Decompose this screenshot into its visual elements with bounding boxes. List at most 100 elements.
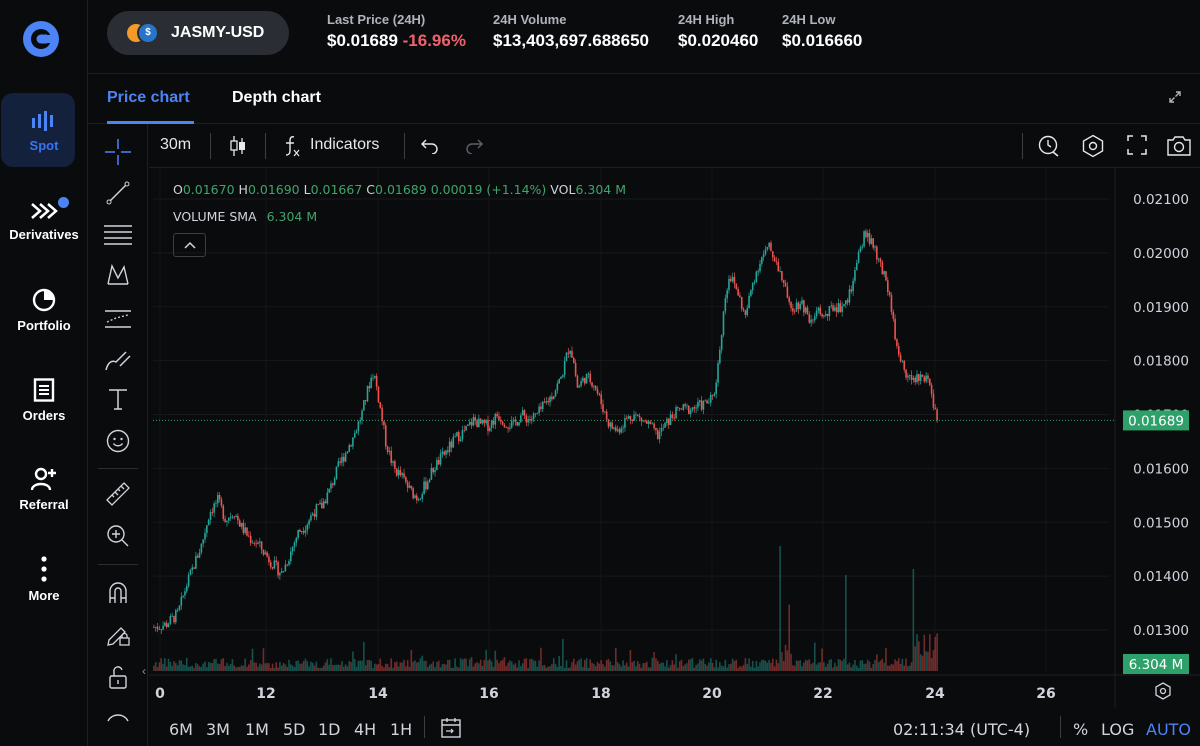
emoji-tool[interactable] [103, 426, 133, 456]
auto-toggle[interactable]: AUTO [1146, 720, 1192, 739]
volume-bar [803, 662, 805, 671]
collapse-toolbar-icon[interactable]: ‹ [142, 664, 146, 678]
candle-body [470, 422, 473, 426]
brush-tool[interactable] [103, 345, 133, 375]
nav-spot[interactable]: Spot [0, 93, 88, 169]
projection-tool[interactable] [103, 304, 133, 334]
range-6m[interactable]: 6M [169, 720, 193, 739]
volume-bar [165, 666, 168, 671]
range-1h[interactable]: 1H [390, 720, 413, 739]
volume-bar [801, 666, 803, 671]
volume-bar [432, 661, 435, 671]
tab-price-chart[interactable]: Price chart [107, 89, 190, 106]
volume-bar [919, 654, 922, 671]
candle-body [231, 516, 234, 518]
volume-bar [447, 659, 449, 671]
expand-icon[interactable] [1168, 90, 1182, 104]
volume-bar [678, 661, 681, 671]
candle-body [866, 232, 869, 238]
volume-bar [702, 658, 705, 671]
crosshair-tool[interactable] [103, 137, 133, 167]
candle-body [414, 495, 416, 499]
volume-bar [644, 662, 646, 671]
fullscreen-icon[interactable] [1127, 135, 1147, 155]
percent-toggle[interactable]: % [1073, 720, 1089, 739]
volume-bar [231, 659, 234, 671]
unlock-tool[interactable] [103, 662, 133, 692]
candles-icon[interactable] [229, 135, 247, 157]
range-1d[interactable]: 1D [318, 720, 341, 739]
candle-body [447, 450, 449, 453]
fib-tool[interactable] [103, 220, 133, 250]
candle-body [591, 382, 593, 387]
candle-body [614, 427, 617, 431]
candle-body [804, 307, 807, 313]
nav-more[interactable]: More [0, 541, 88, 617]
alert-icon[interactable] [1038, 133, 1060, 157]
undo-icon[interactable] [421, 138, 439, 154]
legend-collapse-button[interactable] [173, 233, 206, 257]
candle-body [742, 308, 745, 311]
candle-body [403, 473, 405, 478]
volume-bar [465, 658, 467, 671]
volume-bar [171, 665, 173, 671]
candle-body [405, 477, 407, 483]
visibility-tool[interactable] [103, 702, 133, 732]
pattern-tool[interactable] [103, 260, 133, 290]
nav-portfolio[interactable]: Portfolio [0, 272, 88, 348]
candle-body [549, 396, 551, 403]
goto-date-icon[interactable] [440, 717, 462, 739]
nav-referral[interactable]: Referral [0, 451, 88, 527]
text-tool[interactable] [103, 384, 133, 414]
volume-bar [266, 662, 268, 671]
redo-icon[interactable] [465, 138, 483, 154]
range-4h[interactable]: 4H [354, 720, 377, 739]
volume-bar [810, 664, 812, 671]
pair-selector[interactable]: $ JASMY-USD [107, 11, 289, 55]
volume-bar [711, 662, 714, 671]
zoom-tool[interactable] [103, 521, 133, 551]
camera-icon[interactable] [1166, 135, 1192, 157]
indicators-button[interactable]: Indicators [310, 136, 380, 153]
candle-body [761, 257, 763, 264]
magnet-tool[interactable] [103, 578, 133, 608]
candle-body [257, 542, 259, 544]
candle-body [682, 404, 685, 410]
tab-depth-chart[interactable]: Depth chart [232, 89, 321, 106]
candlestick-chart[interactable]: 0.021000.020000.019000.018000.017000.016… [149, 168, 1200, 708]
candle-body [185, 586, 188, 592]
volume-bar [180, 660, 183, 671]
axis-settings-icon[interactable] [1155, 682, 1171, 700]
volume-bar [419, 658, 422, 671]
chart-toolbar: 30m Indicators [149, 124, 1200, 168]
clock-readout[interactable]: 02:11:34 (UTC-4) [893, 720, 1031, 739]
volume-bar [857, 667, 860, 671]
nav-derivatives[interactable]: Derivatives [0, 183, 88, 259]
trend-line-tool[interactable] [103, 178, 133, 208]
volume-bar [156, 667, 159, 671]
range-3m[interactable]: 3M [206, 720, 230, 739]
candle-body [335, 466, 338, 479]
coinbase-logo-icon[interactable] [22, 20, 60, 58]
price-chart[interactable]: 0.021000.020000.019000.018000.017000.016… [149, 168, 1200, 708]
nav-orders[interactable]: Orders [0, 362, 88, 438]
candle-body [384, 425, 387, 447]
function-icon[interactable] [283, 135, 301, 157]
range-5d[interactable]: 5D [283, 720, 306, 739]
interval-selector[interactable]: 30m [160, 136, 192, 153]
volume-bar [613, 665, 615, 671]
candle-body [928, 378, 931, 385]
candle-body [202, 539, 205, 544]
range-1m[interactable]: 1M [245, 720, 269, 739]
candle-body [896, 339, 898, 347]
candle-body [919, 374, 922, 381]
settings-hexagon-icon[interactable] [1081, 134, 1105, 158]
log-toggle[interactable]: LOG [1101, 720, 1135, 739]
measure-tool[interactable] [103, 479, 133, 509]
volume-bar [516, 667, 519, 671]
volume-bar [910, 662, 913, 671]
candle-body [258, 541, 261, 543]
volume-bar [658, 663, 661, 671]
candle-body [551, 396, 553, 400]
lock-drawing-tool[interactable] [103, 620, 133, 650]
